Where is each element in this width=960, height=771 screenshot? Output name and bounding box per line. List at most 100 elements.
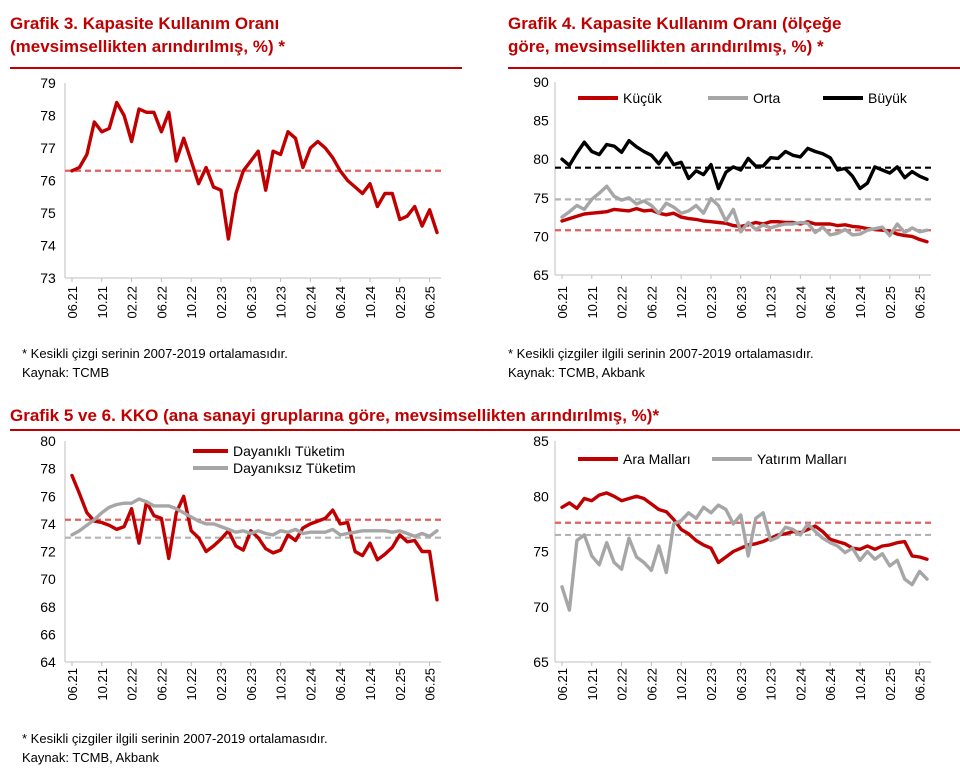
x-tick-label: 02.24 <box>303 668 318 701</box>
legend-label: Dayanıksız Tüketim <box>233 460 356 476</box>
x-tick-label: 10.24 <box>363 668 378 701</box>
x-tick-label: 02.23 <box>214 668 229 701</box>
x-tick-label: 10.23 <box>764 286 779 319</box>
x-tick-label: 10.22 <box>184 286 199 319</box>
y-tick-label: 80 <box>40 433 56 449</box>
x-tick-label: 10.23 <box>274 668 289 701</box>
x-tick-label: 06.21 <box>65 668 80 701</box>
x-tick-label: 06.25 <box>423 286 438 319</box>
x-tick-label: 02.22 <box>125 286 140 319</box>
x-tick-label: 02.25 <box>393 668 408 701</box>
x-tick-label: 06.21 <box>65 286 80 319</box>
y-tick-label: 78 <box>40 461 56 477</box>
x-tick-label: 02.23 <box>704 668 719 701</box>
x-tick-label: 06.25 <box>423 668 438 701</box>
y-tick-label: 73 <box>40 270 56 286</box>
chart3-source: Kaynak: TCMB <box>22 365 110 380</box>
chart56-footnote: * Kesikli çizgiler ilgili serinin 2007-2… <box>22 731 328 746</box>
y-tick-label: 80 <box>533 151 549 167</box>
y-tick-label: 74 <box>40 238 56 254</box>
y-tick-label: 65 <box>533 267 549 283</box>
series-line-main <box>70 100 439 241</box>
series-line-dayan-ks-z-t-ketim <box>70 497 439 538</box>
chart3-footnote: * Kesikli çizgi serinin 2007-2019 ortala… <box>22 346 288 361</box>
series-line-yat-r-m-mallar- <box>560 503 929 612</box>
x-tick-label: 02.23 <box>704 286 719 319</box>
x-tick-label: 06.22 <box>154 286 169 319</box>
x-tick-label: 10.24 <box>853 668 868 701</box>
legend-label: Küçük <box>623 90 663 106</box>
x-tick-label: 02.22 <box>125 668 140 701</box>
chart3-notes: * Kesikli çizgi serinin 2007-2019 ortala… <box>22 344 288 382</box>
chart56-notes: * Kesikli çizgiler ilgili serinin 2007-2… <box>22 729 328 767</box>
y-tick-label: 75 <box>533 544 549 560</box>
x-tick-label: 10.21 <box>95 668 110 701</box>
x-tick-label: 06.23 <box>734 668 749 701</box>
y-tick-label: 64 <box>40 654 56 670</box>
y-tick-label: 80 <box>533 488 549 504</box>
x-tick-label: 10.23 <box>764 668 779 701</box>
series-line-ara-mallar- <box>560 491 929 565</box>
y-tick-label: 78 <box>40 108 56 124</box>
y-tick-label: 90 <box>533 74 549 90</box>
x-tick-label: 02.24 <box>793 286 808 319</box>
x-tick-label: 06.24 <box>333 286 348 319</box>
y-tick-label: 74 <box>40 516 56 532</box>
y-tick-label: 75 <box>533 190 549 206</box>
chart3-title-line2: (mevsimsellikten arındırılmış, %) * <box>10 37 285 56</box>
chart4-footnote: * Kesikli çizgiler ilgili serinin 2007-2… <box>508 346 814 361</box>
y-tick-label: 66 <box>40 626 56 642</box>
x-tick-label: 06.22 <box>644 286 659 319</box>
x-tick-label: 06.23 <box>244 286 259 319</box>
series-line-b-y-k <box>560 138 929 191</box>
x-tick-label: 02.24 <box>793 668 808 701</box>
y-tick-label: 76 <box>40 488 56 504</box>
legend-label: Orta <box>753 90 780 106</box>
x-tick-label: 10.24 <box>853 286 868 319</box>
y-tick-label: 70 <box>40 571 56 587</box>
y-tick-label: 68 <box>40 599 56 615</box>
x-tick-label: 02.25 <box>883 286 898 319</box>
chart56-source: Kaynak: TCMB, Akbank <box>22 750 160 765</box>
y-tick-label: 77 <box>40 140 56 156</box>
chart56-title: Grafik 5 ve 6. KKO (ana sanayi grupların… <box>10 406 660 425</box>
x-tick-label: 10.22 <box>674 286 689 319</box>
title-rule-bottom <box>10 429 960 431</box>
title-rule-right <box>508 67 960 69</box>
series-line-orta <box>560 184 929 238</box>
x-tick-label: 02.25 <box>393 286 408 319</box>
x-tick-label: 10.22 <box>674 668 689 701</box>
chart4-title: Grafik 4. Kapasite Kullanım Oranı (ölçeğ… <box>508 12 842 58</box>
y-tick-label: 76 <box>40 173 56 189</box>
x-tick-label: 06.24 <box>823 668 838 701</box>
x-tick-label: 02.23 <box>214 286 229 319</box>
x-tick-label: 10.21 <box>95 286 110 319</box>
chart4-source: Kaynak: TCMB, Akbank <box>508 365 646 380</box>
x-tick-label: 06.23 <box>734 286 749 319</box>
x-tick-label: 06.22 <box>154 668 169 701</box>
y-tick-label: 75 <box>40 205 56 221</box>
x-tick-label: 10.22 <box>184 668 199 701</box>
x-tick-label: 06.24 <box>823 286 838 319</box>
y-tick-label: 72 <box>40 544 56 560</box>
x-tick-label: 02.22 <box>615 668 630 701</box>
chart4-title-line1: Grafik 4. Kapasite Kullanım Oranı (ölçeğ… <box>508 14 842 33</box>
legend-label: Ara Malları <box>623 451 691 467</box>
y-tick-label: 85 <box>533 113 549 129</box>
x-tick-label: 02.25 <box>883 668 898 701</box>
x-tick-label: 02.22 <box>615 286 630 319</box>
x-tick-label: 10.23 <box>274 286 289 319</box>
y-tick-label: 70 <box>533 228 549 244</box>
series-line-dayan-kl-t-ketim <box>70 473 439 602</box>
chart3-title-line1: Grafik 3. Kapasite Kullanım Oranı <box>10 14 280 33</box>
x-tick-label: 06.21 <box>555 286 570 319</box>
x-tick-label: 06.21 <box>555 668 570 701</box>
x-tick-label: 06.22 <box>644 668 659 701</box>
chart4-notes: * Kesikli çizgiler ilgili serinin 2007-2… <box>508 344 814 382</box>
chart3-title: Grafik 3. Kapasite Kullanım Oranı (mevsi… <box>10 12 285 58</box>
x-tick-label: 10.21 <box>585 286 600 319</box>
legend-label: Yatırım Malları <box>757 451 847 467</box>
